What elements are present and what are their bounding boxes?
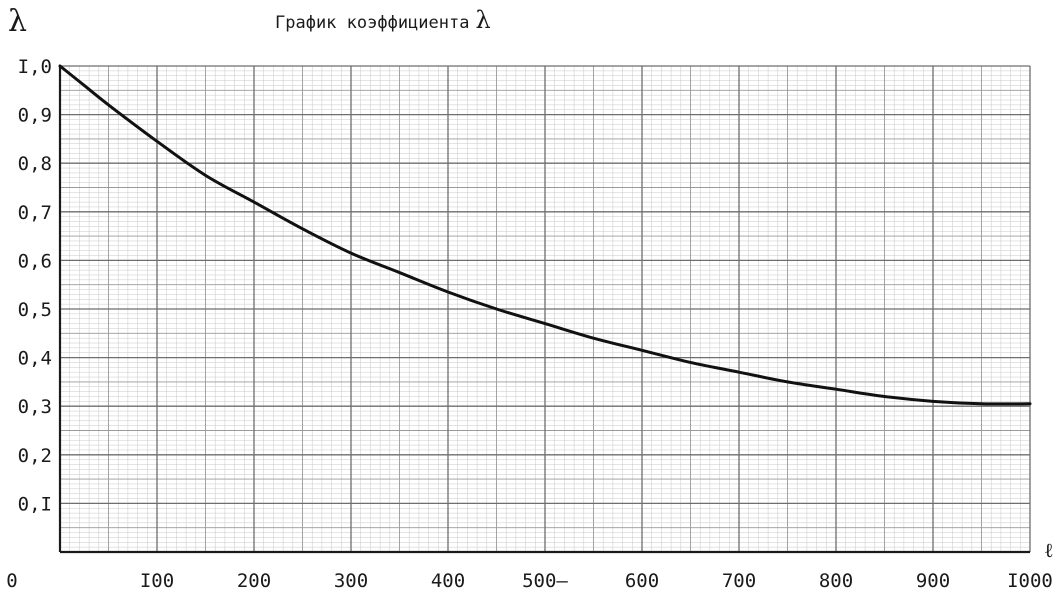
- grid-major: [58, 65, 1031, 554]
- chart-title: График коэффициента λ: [275, 6, 491, 34]
- lambda-curve: [58, 64, 1032, 406]
- y-tick-label: 0,7: [18, 202, 52, 224]
- x-tick-label: I00: [140, 570, 174, 592]
- x-tick-label: 900: [916, 570, 950, 592]
- x-tick-label: 700: [722, 570, 756, 592]
- y-tick-label: I,0: [18, 56, 52, 78]
- x-tick-label: 200: [237, 570, 271, 592]
- x-tick-label: 500—: [522, 570, 568, 592]
- x-tick-label: 600: [625, 570, 659, 592]
- y-tick-label: 0,I: [18, 493, 52, 515]
- x-tick-label: 300: [334, 570, 368, 592]
- y-tick-label: 0,9: [18, 105, 52, 127]
- y-axis-label: λ: [8, 4, 28, 39]
- x-tick-label: I000: [1007, 570, 1053, 592]
- x-tick-label: 400: [431, 570, 465, 592]
- y-tick-label: 0,4: [18, 348, 52, 370]
- x-axis-label: ℓ: [1044, 538, 1054, 562]
- title-lambda-symbol: λ: [475, 6, 491, 34]
- y-tick-label: 0,3: [18, 396, 52, 418]
- y-tick-label: 0,2: [18, 445, 52, 467]
- x-tick-label: 800: [819, 570, 853, 592]
- x-tick-label: 0: [6, 570, 17, 592]
- tick-labels: 0 I00 200 300 400 500— 600 700 800 900 I000 0,I 0,2 0…: [6, 56, 1053, 592]
- y-tick-label: 0,8: [18, 153, 52, 175]
- series-layer: [58, 64, 1032, 406]
- y-tick-label: 0,6: [18, 250, 52, 272]
- y-tick-label: 0,5: [18, 299, 52, 321]
